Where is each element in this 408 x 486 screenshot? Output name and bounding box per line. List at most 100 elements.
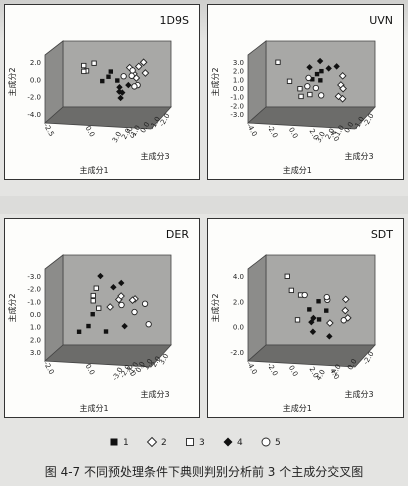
data-point-group-2: [128, 296, 137, 304]
data-point-group-4: [116, 84, 123, 91]
chart-legend: 1 2 3 4 5: [110, 436, 281, 448]
y-tick-label: 0.0: [30, 311, 41, 319]
data-point-group-1: [100, 78, 105, 84]
data-point-group-1: [316, 317, 322, 322]
data-point-group-3: [96, 305, 102, 311]
legend-marker-5: [261, 437, 271, 447]
y-tick-label: -2.0: [230, 102, 244, 110]
x-axis-label: 主成分1: [283, 165, 312, 175]
data-point-group-1: [310, 77, 315, 82]
data-point-group-3: [81, 68, 87, 75]
z-tick-label: 3.0: [111, 130, 123, 144]
data-point-group-2: [341, 306, 350, 315]
legend-marker-2: [146, 436, 158, 448]
data-point-group-4: [110, 284, 117, 291]
data-point-group-3: [93, 285, 99, 291]
data-point-group-3: [275, 59, 281, 65]
y-tick-label: 0.0: [233, 85, 244, 93]
data-point-group-3: [298, 93, 304, 100]
legend-label: 1: [123, 438, 129, 448]
x-tick-label: -2.0: [266, 362, 280, 378]
x-tick-label: -2.0: [266, 124, 280, 140]
x-tick-label: 0.0: [84, 363, 96, 377]
data-point-group-4: [116, 88, 123, 95]
x-tick-label: -2.5: [42, 122, 56, 138]
data-point-group-1: [314, 71, 320, 77]
data-point-group-4: [125, 81, 132, 89]
x-tick-label: -4.0: [245, 360, 259, 376]
data-point-group-3: [81, 62, 87, 69]
data-point-group-3: [297, 86, 303, 92]
data-point-group-4: [333, 63, 340, 70]
data-point-group-5: [312, 84, 320, 92]
y-tick-label: 2.0: [233, 298, 244, 306]
legend-label: 4: [237, 438, 243, 448]
y-tick-label: 2.0: [30, 336, 41, 344]
data-point-group-4: [325, 65, 332, 72]
y-tick-label: -4.0: [27, 111, 41, 119]
scan-bleed-middle: [0, 196, 408, 214]
panel-title: 1D9S: [159, 14, 189, 27]
cube-left-wall: [44, 254, 64, 362]
data-point-group-2: [326, 319, 334, 327]
panel-title: DER: [165, 228, 189, 241]
data-point-group-4: [326, 333, 333, 340]
y-tick-label: -3.0: [27, 273, 41, 281]
data-point-group-1: [86, 323, 91, 329]
data-point-group-5: [131, 83, 138, 90]
data-point-group-5: [128, 72, 135, 79]
x-tick-label: -2.0: [42, 360, 56, 376]
z-axis-label: 主成分3: [344, 151, 373, 161]
y-tick-label: 1.0: [30, 324, 41, 332]
y-tick-label: -1.0: [230, 94, 244, 102]
y-tick-label: -1.0: [27, 298, 41, 306]
data-point-group-5: [304, 83, 311, 90]
chart-panel-sdt: SDT 4.0 2.0 0.0 -2.0 主成分2 -4.0 -2.0 0.0 2.0 4.0 主成…: [207, 218, 404, 418]
data-point-group-2: [139, 58, 148, 67]
z-axis-label: 主成分3: [140, 389, 169, 399]
chart-panel-der: DER -3.0 -2.0 -1.0 0.0 1.0 2.0 3.0 主成分2 -2.0 0.0 2…: [4, 218, 200, 418]
data-point-group-2: [341, 295, 350, 304]
y-axis-label: 主成分2: [210, 293, 220, 322]
data-point-group-4: [97, 272, 104, 280]
data-point-group-4: [117, 94, 124, 102]
cube-back-wall: [62, 40, 172, 108]
legend-label: 2: [161, 438, 167, 448]
data-point-group-3: [286, 78, 293, 84]
data-point-group-5: [318, 92, 325, 99]
data-point-group-3: [307, 91, 313, 98]
y-tick-label: 4.0: [233, 273, 244, 281]
data-point-group-2: [134, 62, 143, 71]
data-point-group-2: [343, 314, 352, 322]
data-point-group-4: [316, 57, 324, 65]
data-point-group-3: [91, 60, 97, 66]
data-point-group-5: [118, 301, 125, 309]
y-tick-label: -2.0: [27, 286, 41, 294]
data-point-group-5: [141, 300, 149, 307]
x-axis-label: 主成分1: [283, 403, 312, 413]
data-point-group-1: [90, 312, 95, 317]
data-point-group-5: [340, 317, 347, 324]
data-point-group-5: [145, 321, 152, 328]
legend-label: 5: [275, 438, 281, 448]
data-point-group-1: [316, 299, 321, 304]
data-point-group-2: [106, 303, 114, 311]
y-tick-label: 1.0: [233, 76, 244, 84]
z-axis-label: 主成分3: [344, 389, 373, 399]
data-point-group-3: [90, 292, 96, 299]
data-point-group-5: [323, 293, 330, 301]
cube-floor: [44, 106, 172, 130]
data-point-group-3: [90, 298, 96, 304]
data-point-group-2: [117, 292, 125, 300]
data-point-group-5: [301, 291, 308, 299]
y-axis-label: 主成分2: [7, 67, 17, 96]
data-point-group-5: [305, 74, 312, 82]
data-point-group-2: [338, 72, 347, 80]
y-tick-label: 0.0: [233, 324, 244, 332]
x-tick-label: 0.0: [84, 125, 96, 139]
x-tick-label: -4.0: [245, 122, 259, 138]
y-axis-label: 主成分2: [210, 67, 220, 96]
data-point-group-1: [319, 68, 324, 74]
